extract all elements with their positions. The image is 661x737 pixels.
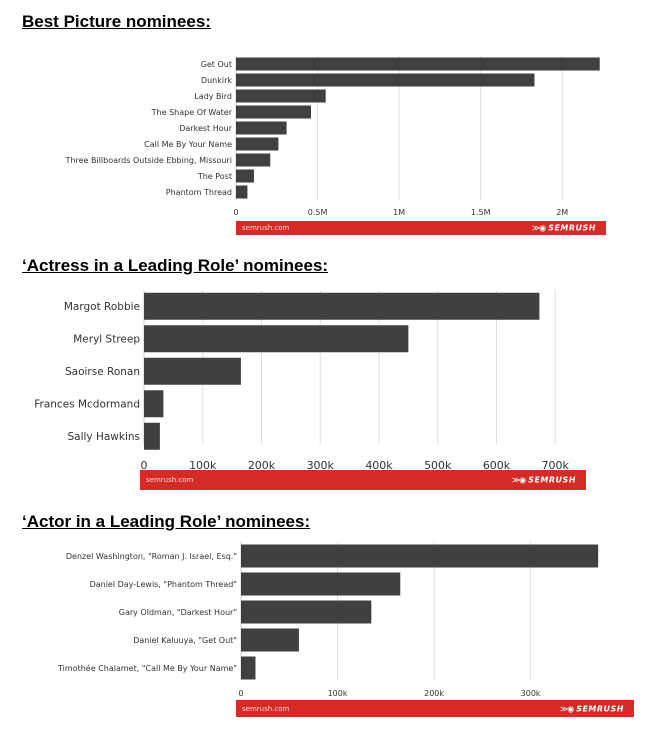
footer-site-label: semrush.com xyxy=(242,224,290,232)
section-title-actor: ‘Actor in a Leading Role’ nominees: xyxy=(22,512,311,531)
bar xyxy=(236,169,254,183)
bar xyxy=(236,57,600,71)
category-label: Get Out xyxy=(201,60,232,69)
category-label: Dunkirk xyxy=(201,76,232,85)
logo-brand-text: SEMRUSH xyxy=(528,475,576,485)
category-label: The Shape Of Water xyxy=(151,108,233,117)
x-tick-label: 500k xyxy=(424,459,452,472)
category-label: Timothée Chalamet, "Call Me By Your Name… xyxy=(57,663,237,673)
section-title-best-picture: Best Picture nominees: xyxy=(22,12,211,31)
category-label: Denzel Washington, "Roman J. Israel, Esq… xyxy=(66,552,237,561)
x-tick-label: 400k xyxy=(365,459,393,472)
x-tick-label: 0.5M xyxy=(308,208,328,217)
x-tick-label: 300k xyxy=(307,459,335,472)
semrush-logo: ≫◉ SEMRUSH xyxy=(512,476,576,485)
bar xyxy=(241,544,599,568)
category-label: Meryl Streep xyxy=(73,333,140,345)
bar xyxy=(241,628,299,652)
best-picture-chart: 0 0.5M 1M 1.5M 2M Get Out Dunkirk Lady Bird The … xyxy=(65,56,600,217)
semrush-logo: ≫◉ SEMRUSH xyxy=(560,704,624,713)
actress-chart: 0 100k 200k 300k 400k 500k 600k 700k Margot Robb… xyxy=(34,290,570,472)
category-label: Call Me By Your Name xyxy=(144,140,232,149)
bar xyxy=(144,325,409,353)
chart-footer-actor: semrush.com ≫◉ SEMRUSH xyxy=(236,700,634,717)
footer-site-label: semrush.com xyxy=(242,704,290,713)
bar xyxy=(144,422,160,450)
x-tick-label: 700k xyxy=(542,459,570,472)
logo-brand-text: SEMRUSH xyxy=(548,223,596,233)
category-label: Three Billboards Outside Ebbing, Missour… xyxy=(65,156,232,165)
category-label: The Post xyxy=(197,172,232,181)
x-tick-label: 200k xyxy=(424,689,444,698)
bar xyxy=(236,153,271,167)
bar xyxy=(236,137,279,151)
x-tick-label: 2M xyxy=(556,208,568,217)
bar xyxy=(236,121,287,135)
bar xyxy=(241,572,401,596)
chart-footer-actress: semrush.com ≫◉ SEMRUSH xyxy=(140,470,586,490)
actor-chart: 0 100k 200k 300k Denzel Washington, "Roman J… xyxy=(57,542,599,698)
x-tick-label: 0 xyxy=(238,689,243,698)
footer-site-label: semrush.com xyxy=(146,476,194,484)
bar xyxy=(144,292,540,320)
logo-brand-text: SEMRUSH xyxy=(576,704,624,713)
x-tick-label: 1M xyxy=(393,208,405,217)
bar xyxy=(241,600,372,624)
category-label: Gary Oldman, "Darkest Hour" xyxy=(119,608,237,617)
x-tick-label: 100k xyxy=(189,459,217,472)
bar xyxy=(236,105,312,119)
category-label: Saoirse Ronan xyxy=(65,366,140,378)
x-tick-label: 300k xyxy=(521,689,541,698)
section-title-actress: ‘Actress in a Leading Role’ nominees: xyxy=(22,256,329,275)
bar xyxy=(236,89,326,103)
x-tick-label: 1.5M xyxy=(471,208,491,217)
x-tick-label: 100k xyxy=(328,689,348,698)
x-tick-label: 0 xyxy=(141,459,148,472)
bar xyxy=(236,73,535,87)
bar xyxy=(236,185,248,199)
logo-flame-icon: ≫◉ xyxy=(511,475,526,485)
category-label: Margot Robbie xyxy=(64,301,140,313)
logo-flame-icon: ≫◉ xyxy=(559,704,574,713)
x-tick-label: 0 xyxy=(233,208,238,217)
chart-footer-best-picture: semrush.com ≫◉ SEMRUSH xyxy=(236,221,606,235)
category-label: Sally Hawkins xyxy=(67,431,140,443)
category-label: Daniel Kaluuya, "Get Out" xyxy=(133,636,237,645)
logo-flame-icon: ≫◉ xyxy=(531,223,546,233)
category-label: Phantom Thread xyxy=(166,188,232,197)
x-tick-label: 600k xyxy=(483,459,511,472)
bar xyxy=(144,390,164,418)
bar xyxy=(241,656,256,680)
x-tick-label: 200k xyxy=(248,459,276,472)
category-label: Frances Mcdormand xyxy=(34,398,140,410)
semrush-logo: ≫◉ SEMRUSH xyxy=(532,224,596,233)
category-label: Lady Bird xyxy=(194,92,232,101)
category-label: Daniel Day-Lewis, "Phantom Thread" xyxy=(90,580,237,589)
bar xyxy=(144,357,241,385)
category-label: Darkest Hour xyxy=(179,124,232,133)
